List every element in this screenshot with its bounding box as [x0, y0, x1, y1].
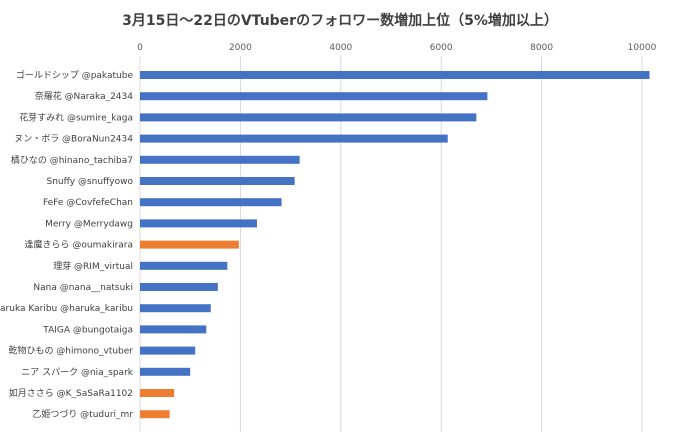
bar [140, 71, 650, 79]
x-tick-label: 6000 [430, 43, 453, 53]
bar [140, 389, 175, 397]
category-label: ニア スパーク @nia_spark [21, 367, 134, 378]
bar [140, 410, 170, 419]
bar [140, 113, 477, 122]
category-label: 乙姫つづり @tuduri_mr [32, 408, 133, 420]
category-label: 奈羅花 @Naraka_2434 [35, 90, 134, 102]
category-label: ゴールドシップ @pakatube [16, 69, 134, 81]
x-tick-label: 2000 [229, 43, 252, 53]
category-label: Merry @Merrydawg [45, 219, 133, 229]
category-label: TAIGA @bungotaiga [42, 325, 133, 335]
x-tick-labels: 0 2000 4000 6000 8000 10000 [137, 43, 656, 53]
chart-title: 3月15日〜22日のVTuberのフォロワー数増加上位（5%増加以上） [122, 13, 558, 29]
category-label: Snuffy @snuffyowo [46, 177, 133, 187]
bars [140, 71, 650, 419]
category-label: ヌン・ボラ @BoraNun2434 [14, 134, 133, 145]
category-label: 乾物ひもの @himono_vtuber [8, 345, 133, 357]
bar [140, 177, 295, 185]
category-label: 理芽 @RIM_virtual [53, 260, 133, 272]
bar [140, 198, 282, 207]
category-label: FeFe @CovfefeChan [43, 198, 133, 208]
bar [140, 219, 257, 228]
x-tick-label: 8000 [530, 43, 553, 53]
bar [140, 283, 218, 291]
bar [140, 304, 211, 313]
x-tick-label: 10000 [628, 43, 657, 53]
x-tick-label: 4000 [329, 43, 352, 53]
category-label: 逢魔きらら @oumakirara [25, 239, 134, 251]
bar [140, 240, 239, 249]
category-label: 橘ひなの @hinano_tachiba7 [11, 155, 133, 166]
bar [140, 155, 300, 164]
category-label: 如月ささら @K_SaSaRa1102 [9, 387, 133, 399]
category-label: Nana @nana__natsuki [33, 283, 133, 293]
bar [140, 92, 488, 101]
category-labels: ゴールドシップ @pakatube 奈羅花 @Naraka_2434 花芽すみれ @… [0, 69, 134, 420]
bar [140, 346, 196, 355]
category-label: 花芽すみれ @sumire_kaga [19, 111, 133, 123]
bar [140, 367, 191, 376]
bar [140, 325, 207, 334]
x-tick-label: 0 [137, 43, 143, 53]
bar [140, 134, 448, 143]
category-label: Haruka Karibu @haruka_karibu [0, 304, 133, 314]
bar [140, 261, 228, 270]
